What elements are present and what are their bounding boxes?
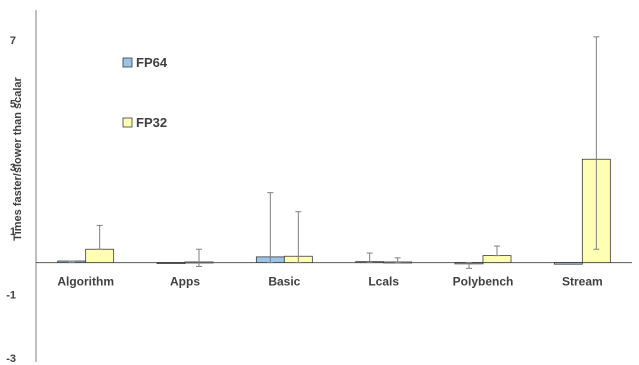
legend: FP64 FP32 xyxy=(122,55,168,130)
bar-fp64-apps xyxy=(156,262,186,265)
bar-fp64-stream xyxy=(553,262,583,265)
bars-layer xyxy=(57,158,611,265)
legend-label-fp64: FP64 xyxy=(136,55,168,70)
legend-swatch-fp32 xyxy=(122,117,133,128)
error-bars-layer xyxy=(68,36,600,269)
category-label: Stream xyxy=(562,275,603,289)
category-label: Algorithm xyxy=(57,275,114,289)
legend-swatch-fp64 xyxy=(122,57,133,68)
bar-fp32-algorithm xyxy=(85,248,115,264)
labels-layer: 7 5 3 1 -1 -3 Times faster/slower than scalar A… xyxy=(6,35,602,365)
category-label: Basic xyxy=(268,275,300,289)
y-tick-label: 7 xyxy=(10,35,16,47)
y-tick-label: 5 xyxy=(10,99,16,111)
y-axis-title: Times faster/slower than scalar xyxy=(12,76,24,240)
category-label: Apps xyxy=(170,275,200,289)
y-tick-label: -1 xyxy=(6,289,16,301)
bar-fp32-polybench xyxy=(482,255,512,264)
category-label: Lcals xyxy=(368,275,399,289)
axes-layer xyxy=(35,10,632,362)
y-tick-label: 1 xyxy=(10,226,16,238)
y-tick-label: 3 xyxy=(10,162,16,174)
legend-label-fp32: FP32 xyxy=(136,115,167,130)
y-tick-label: -3 xyxy=(6,353,16,365)
category-label: Polybench xyxy=(453,275,514,289)
